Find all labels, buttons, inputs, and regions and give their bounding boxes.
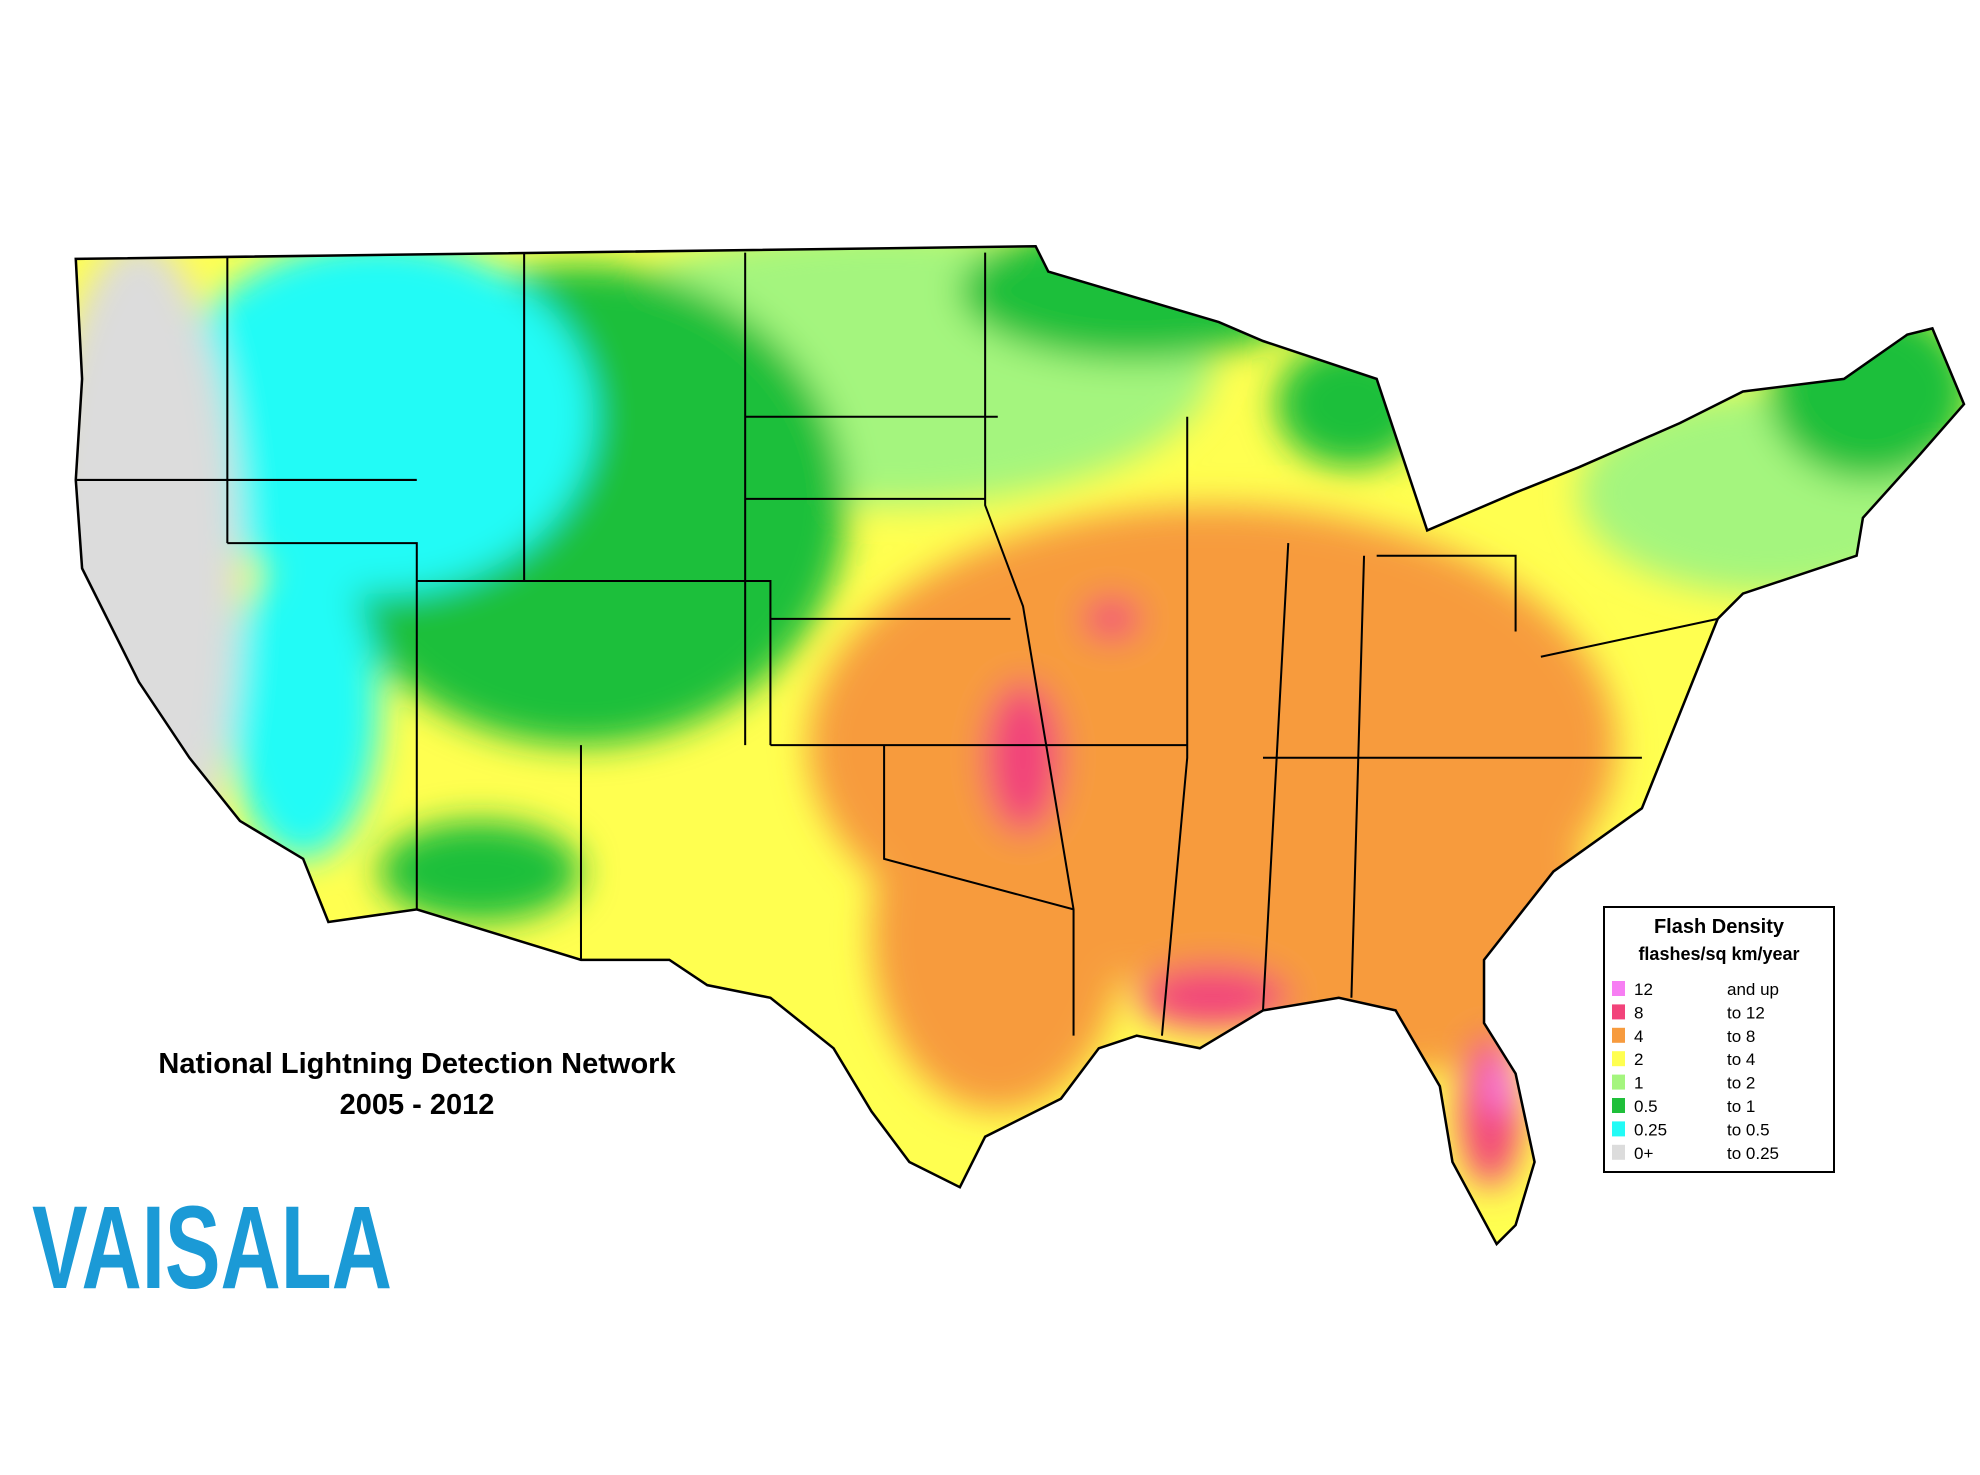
legend: Flash Density flashes/sq km/year 12 and u… — [1603, 906, 1835, 1173]
legend-swatch — [1612, 981, 1625, 996]
region — [1768, 303, 1964, 480]
region — [75, 246, 240, 922]
legend-swatch — [1612, 1051, 1625, 1067]
region — [1136, 966, 1289, 1030]
legend-swatch — [1612, 1098, 1625, 1113]
region — [1083, 598, 1140, 640]
legend-swatch — [1612, 1144, 1625, 1160]
region — [1458, 1035, 1522, 1188]
region — [378, 820, 581, 922]
legend-from: 2 — [1634, 1050, 1643, 1069]
logo: VAISALA — [32, 1182, 392, 1314]
legend-title: Flash Density — [1654, 916, 1785, 938]
legend-from: 4 — [1634, 1027, 1643, 1046]
legend-swatch — [1612, 1121, 1625, 1137]
region — [985, 682, 1061, 834]
legend-to: to 12 — [1727, 1003, 1765, 1022]
region — [871, 757, 1125, 1112]
legend-swatch — [1612, 1074, 1625, 1090]
region — [227, 555, 379, 859]
legend-to: to 0.25 — [1727, 1144, 1779, 1163]
legend-from: 12 — [1634, 980, 1653, 999]
legend-to: to 0.5 — [1727, 1120, 1770, 1139]
legend-to: and up — [1727, 980, 1779, 999]
legend-to: to 1 — [1727, 1097, 1755, 1116]
region — [1485, 1058, 1516, 1114]
map-title: National Lightning Detection Network — [158, 1048, 676, 1080]
legend-to: to 2 — [1727, 1074, 1755, 1093]
map-period: 2005 - 2012 — [340, 1089, 495, 1121]
legend-from: 0+ — [1634, 1144, 1653, 1163]
legend-to: to 8 — [1727, 1027, 1755, 1046]
legend-from: 0.25 — [1634, 1120, 1667, 1139]
legend-from: 8 — [1634, 1003, 1643, 1022]
legend-from: 1 — [1634, 1074, 1643, 1093]
state-borders — [75, 252, 1718, 1036]
legend-from: 0.5 — [1634, 1097, 1658, 1116]
legend-subtitle: flashes/sq km/year — [1638, 944, 1799, 964]
region — [164, 246, 594, 594]
legend-box — [1603, 906, 1835, 1173]
legend-swatch — [1612, 1027, 1625, 1043]
legend-swatch — [1612, 1004, 1625, 1020]
region — [1275, 341, 1428, 468]
legend-to: to 4 — [1727, 1050, 1755, 1069]
